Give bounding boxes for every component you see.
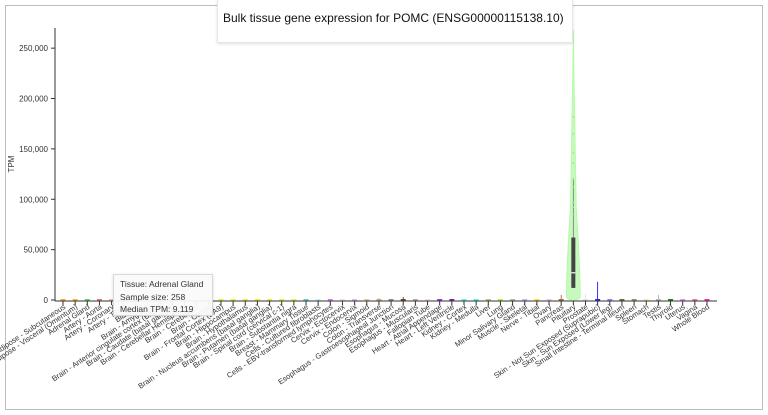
violin-mark [254,299,260,301]
box-pituitary [571,237,576,288]
outlier-point [572,178,575,180]
violin-mark [364,299,370,301]
violin-mark [485,299,491,301]
violin-mark [692,299,698,301]
violin-mark [72,299,78,301]
tooltip: Tissue: Adrenal Gland Sample size: 258 M… [113,274,213,316]
title-box [217,0,573,43]
violin-mark [388,299,394,301]
violin-mark [60,299,66,301]
violin-mark [352,299,358,301]
violin-mark [315,299,321,301]
violin-mark [704,299,710,301]
violin-mark [437,299,443,301]
violin-mark [473,299,479,301]
violin-mark [619,299,625,301]
violin-mark [230,299,236,301]
chart-title: Bulk tissue gene expression for POMC (EN… [223,11,564,25]
y-tick-label: 100,000 [19,195,48,204]
violin-pituitary [565,30,581,301]
violin-mark [376,299,382,301]
outlier-point [572,186,575,188]
y-tick-label: 0 [44,296,49,305]
violin-mark [267,299,273,301]
tooltip-sample-size: Sample size: 258 [120,291,186,302]
violin-mark [449,299,455,301]
tooltip-median: Median TPM: 9.119 [120,304,194,314]
violin-mark [109,299,115,301]
violin-mark [595,299,601,301]
outlier-point [572,115,575,118]
violin-mark [84,299,90,301]
outlier-point [572,213,575,216]
violin-mark [96,299,102,301]
violin-mark [339,299,345,301]
y-tick-label: 50,000 [24,246,49,255]
violin-mark [510,299,516,301]
violin-mark [218,299,224,301]
tooltip-tissue: Tissue: Adrenal Gland [120,279,204,289]
violin-mark [279,299,285,301]
y-axis-label: TPM [7,155,16,172]
violin-mark [631,299,637,301]
violin-mark [668,299,674,301]
violin-mark [582,299,588,301]
violin-mark [425,299,431,301]
violin-mark [412,299,418,301]
violin-mark [327,299,333,301]
violin-mark [303,299,309,301]
violin-mark [655,299,661,301]
y-tick-label: 200,000 [19,95,48,104]
y-tick-label: 250,000 [19,44,48,53]
violin-mark [680,299,686,301]
violin-mark [534,299,540,301]
violin-mark [546,299,552,301]
violin-mark [558,299,564,301]
outlier-point [572,206,575,209]
outlier-point [572,162,575,164]
violin-mark [643,299,649,301]
violin-mark [607,299,613,301]
violin-mark [522,299,528,301]
violin-mark [242,299,248,301]
chart-frame [5,5,763,410]
violin-mark [497,299,503,301]
outlier-point [572,152,575,154]
violin-mark [461,299,467,301]
outlier-point [572,132,575,135]
outlier-point [572,201,575,204]
violin-mark [291,299,297,301]
y-tick-label: 150,000 [19,145,48,154]
violin-mark [400,299,406,301]
